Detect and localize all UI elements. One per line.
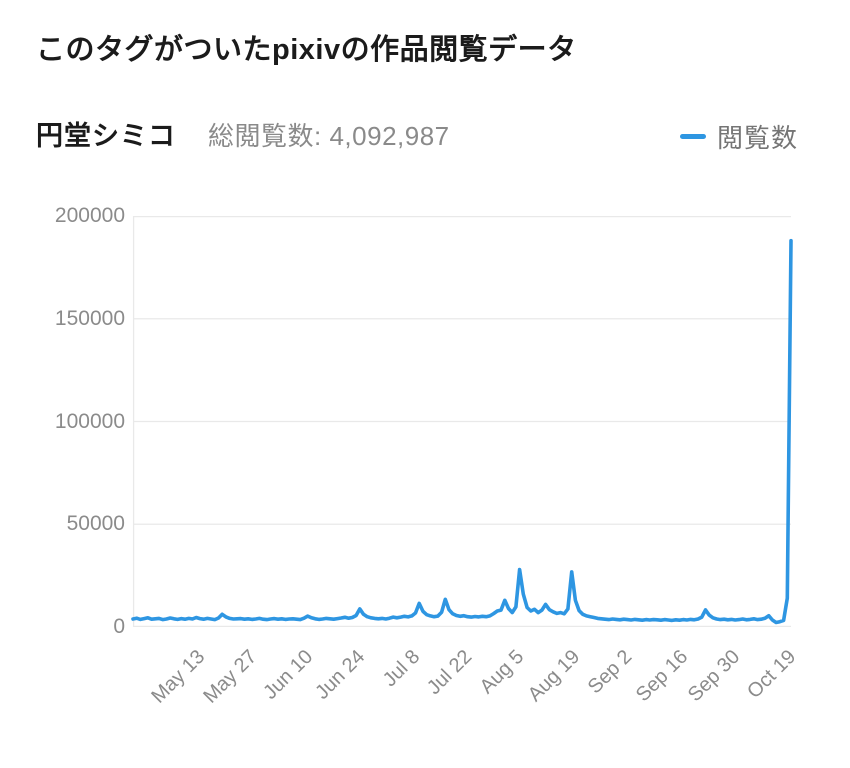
legend-series-label: 閲覧数	[716, 123, 798, 153]
views-line-chart[interactable]: 0 50000 100000 150000 200000 May 13 May 27 Jun…	[0, 186, 850, 746]
y-tick-label: 100000	[54, 409, 125, 433]
line-chart-canvas[interactable]	[131, 215, 793, 628]
y-tick-label: 150000	[54, 306, 125, 330]
y-tick-label: 50000	[66, 512, 125, 536]
legend-line-icon	[679, 134, 706, 139]
total-views-value: 4,092,987	[329, 121, 450, 151]
chart-subheader: 円堂シミコ 総閲覧数: 4,092,987 閲覧数	[36, 108, 814, 155]
y-tick-label: 200000	[54, 204, 125, 227]
total-views-label: 総閲覧数:	[208, 121, 322, 151]
tag-name: 円堂シミコ	[36, 121, 176, 151]
y-tick-label: 0	[113, 615, 125, 638]
page-title: このタグがついたpixivの作品閲覧データ	[36, 34, 577, 66]
chart-legend: 閲覧数	[679, 118, 798, 155]
view-count-line	[131, 238, 793, 625]
pixiv-tag-views-panel: { "header": { "title": "このタグがついたpixivの作品…	[0, 34, 850, 746]
total-views: 総閲覧数: 4,092,987	[208, 116, 450, 153]
